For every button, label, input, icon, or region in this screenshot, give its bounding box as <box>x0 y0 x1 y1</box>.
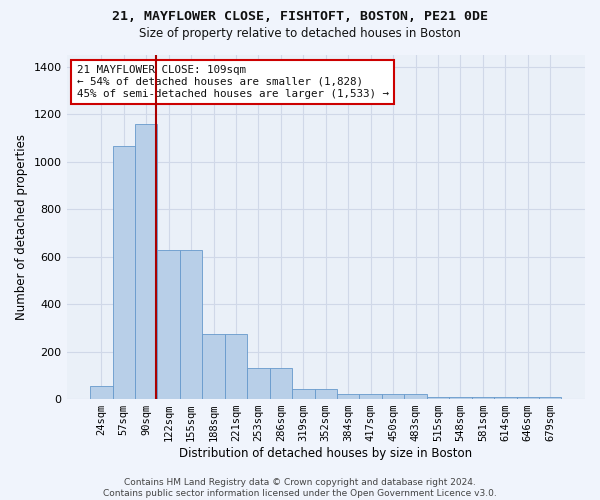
Bar <box>269 368 292 399</box>
Bar <box>202 334 225 399</box>
Bar <box>404 394 427 399</box>
Text: 21 MAYFLOWER CLOSE: 109sqm
← 54% of detached houses are smaller (1,828)
45% of s: 21 MAYFLOWER CLOSE: 109sqm ← 54% of deta… <box>77 66 389 98</box>
Text: 21, MAYFLOWER CLOSE, FISHTOFT, BOSTON, PE21 0DE: 21, MAYFLOWER CLOSE, FISHTOFT, BOSTON, P… <box>112 10 488 23</box>
Bar <box>427 397 449 399</box>
Bar <box>113 146 135 399</box>
Text: Size of property relative to detached houses in Boston: Size of property relative to detached ho… <box>139 28 461 40</box>
X-axis label: Distribution of detached houses by size in Boston: Distribution of detached houses by size … <box>179 447 472 460</box>
Bar <box>494 397 517 399</box>
Y-axis label: Number of detached properties: Number of detached properties <box>15 134 28 320</box>
Text: Contains HM Land Registry data © Crown copyright and database right 2024.
Contai: Contains HM Land Registry data © Crown c… <box>103 478 497 498</box>
Bar <box>247 368 269 399</box>
Bar <box>314 389 337 399</box>
Bar <box>135 124 157 399</box>
Bar <box>337 394 359 399</box>
Bar <box>225 334 247 399</box>
Bar <box>359 394 382 399</box>
Bar <box>517 397 539 399</box>
Bar <box>472 397 494 399</box>
Bar <box>180 250 202 399</box>
Bar <box>382 394 404 399</box>
Bar <box>292 389 314 399</box>
Bar <box>90 386 113 399</box>
Bar <box>157 250 180 399</box>
Bar <box>449 397 472 399</box>
Bar <box>539 397 562 399</box>
